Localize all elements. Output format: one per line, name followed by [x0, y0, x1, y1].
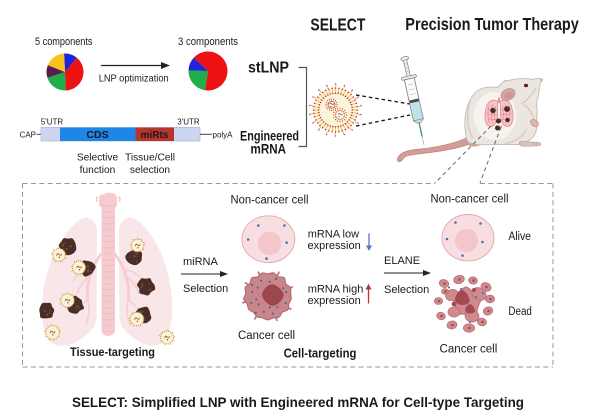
svg-text:mRNA: mRNA	[251, 140, 287, 156]
svg-text:Selection: Selection	[183, 283, 228, 295]
svg-text:Non-cancer cell: Non-cancer cell	[231, 195, 309, 207]
svg-text:3 components: 3 components	[178, 36, 238, 48]
svg-text:Cancer cell: Cancer cell	[440, 344, 498, 356]
svg-text:mRNA high: mRNA high	[308, 284, 364, 296]
svg-text:expression: expression	[308, 295, 361, 307]
svg-text:Non-cancer cell: Non-cancer cell	[431, 194, 509, 206]
svg-text:selection: selection	[130, 165, 170, 176]
svg-text:Cell-targeting: Cell-targeting	[284, 346, 357, 360]
svg-text:Selective: Selective	[77, 153, 119, 164]
svg-text:expression: expression	[308, 240, 361, 252]
svg-text:Engineered: Engineered	[240, 127, 299, 143]
svg-text:polyA: polyA	[213, 131, 234, 140]
svg-text:mRNA low: mRNA low	[308, 228, 359, 240]
svg-text:stLNP: stLNP	[248, 59, 289, 76]
svg-text:ELANE: ELANE	[384, 255, 420, 267]
svg-text:Selection: Selection	[384, 284, 429, 296]
svg-text:Cancer cell: Cancer cell	[238, 330, 295, 342]
svg-text:CAP: CAP	[20, 131, 36, 140]
svg-text:5'UTR: 5'UTR	[41, 118, 64, 127]
svg-text:Dead: Dead	[508, 306, 532, 318]
svg-text:SELECT: SELECT	[310, 15, 365, 35]
svg-text:Tissue-targeting: Tissue-targeting	[70, 345, 155, 359]
svg-text:miRNA: miRNA	[183, 256, 218, 268]
svg-text:SELECT: Simplified LNP with En: SELECT: Simplified LNP with Engineered m…	[72, 394, 524, 410]
svg-text:Alive: Alive	[508, 231, 531, 243]
svg-text:LNP optimization: LNP optimization	[99, 73, 169, 84]
svg-text:function: function	[80, 165, 116, 176]
svg-text:Tissue/Cell: Tissue/Cell	[125, 153, 175, 164]
svg-text:Precision Tumor Therapy: Precision Tumor Therapy	[405, 14, 579, 34]
svg-text:miRts: miRts	[141, 130, 169, 141]
svg-text:5 components: 5 components	[35, 36, 93, 48]
svg-text:3'UTR: 3'UTR	[177, 118, 200, 127]
svg-text:CDS: CDS	[86, 129, 108, 141]
